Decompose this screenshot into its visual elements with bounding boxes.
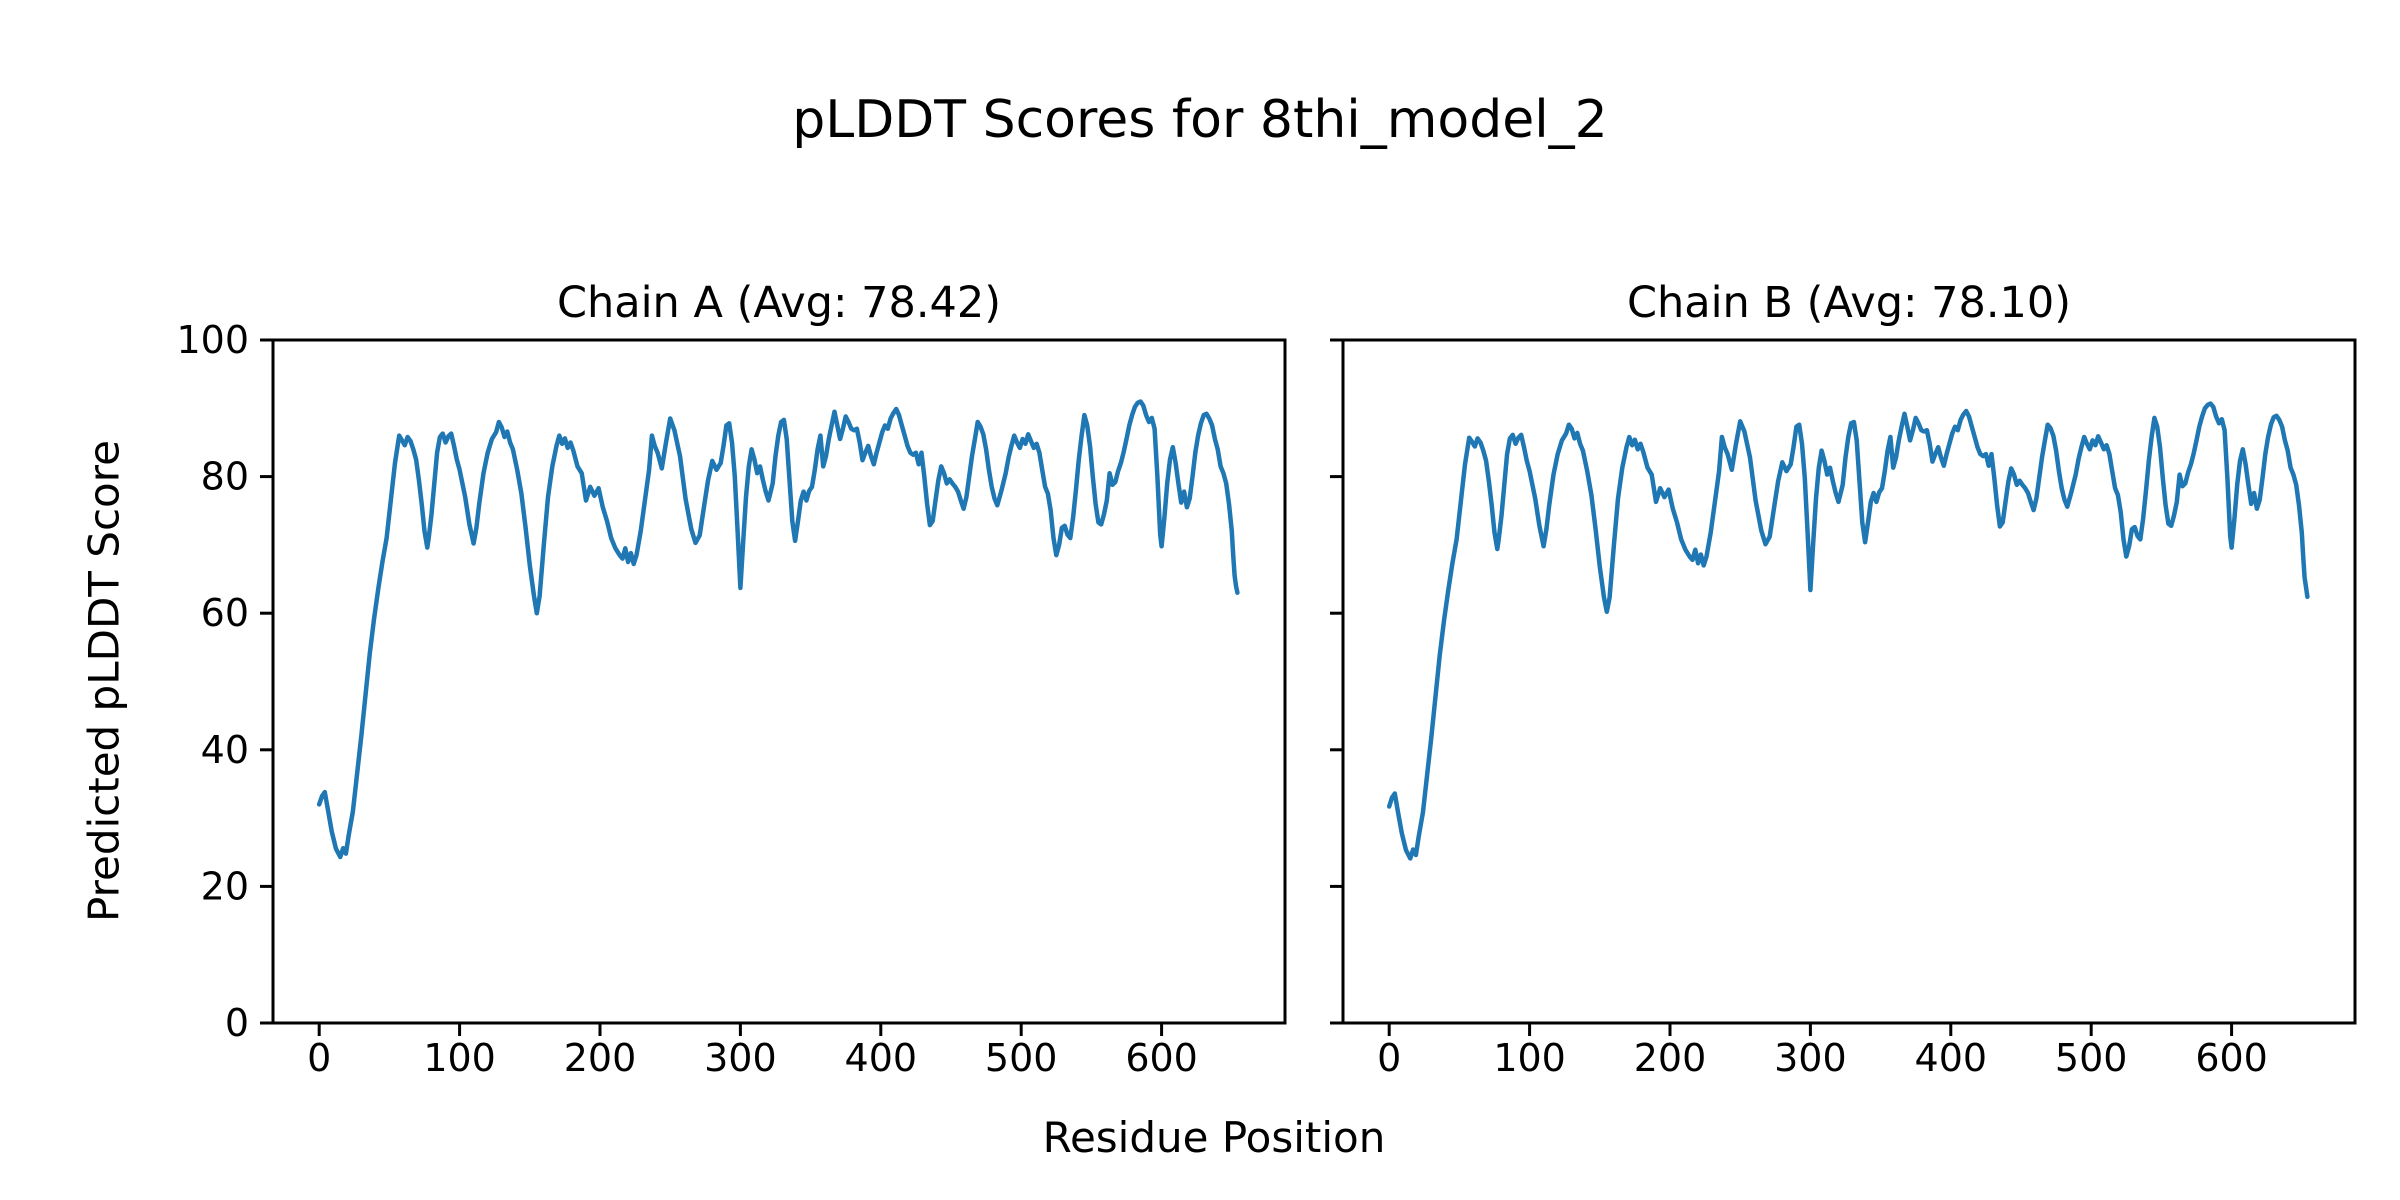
x-tick-label: 0 (307, 1036, 331, 1080)
chain-a-subplot-title: Chain A (Avg: 78.42) (556, 278, 1002, 328)
y-tick-label: 40 (201, 728, 249, 772)
chain-b-subplot-title: Chain B (Avg: 78.10) (1626, 278, 2072, 328)
y-tick-label: 20 (201, 864, 249, 908)
x-tick-label: 100 (1493, 1036, 1566, 1080)
chain-b-plot-area: 0 100 200 300 400 500 600 (1330, 338, 2357, 1080)
chain-a-plot-area: 0 100 200 300 400 500 600 0 20 40 60 80 100 (176, 318, 1287, 1080)
x-tick-label: 500 (985, 1036, 1058, 1080)
y-tick-label: 0 (225, 1001, 249, 1045)
x-tick-label: 600 (2195, 1036, 2268, 1080)
y-tick-label: 100 (176, 318, 249, 362)
x-axis-label: Residue Position (1042, 1113, 1386, 1162)
x-tick-label: 600 (1125, 1036, 1198, 1080)
x-tick-label: 400 (845, 1036, 918, 1080)
x-tick-label: 0 (1377, 1036, 1401, 1080)
x-tick-label: 100 (423, 1036, 496, 1080)
figure-title: pLDDT Scores for 8thi_model_2 (792, 90, 1608, 150)
axes-frame (1341, 338, 2357, 1025)
x-tick-label: 500 (2055, 1036, 2128, 1080)
axes-frame (271, 338, 1287, 1025)
x-tick-label: 300 (704, 1036, 777, 1080)
x-tick-label: 400 (1915, 1036, 1988, 1080)
plddt-line (1386, 401, 2310, 861)
x-tick-label: 300 (1774, 1036, 1847, 1080)
plddt-line (316, 399, 1240, 860)
y-tick-label: 80 (201, 455, 249, 499)
x-tick-label: 200 (564, 1036, 637, 1080)
y-tick-label: 60 (201, 591, 249, 635)
x-tick-label: 200 (1634, 1036, 1707, 1080)
y-axis-label: Predicted pLDDT Score (79, 440, 129, 922)
